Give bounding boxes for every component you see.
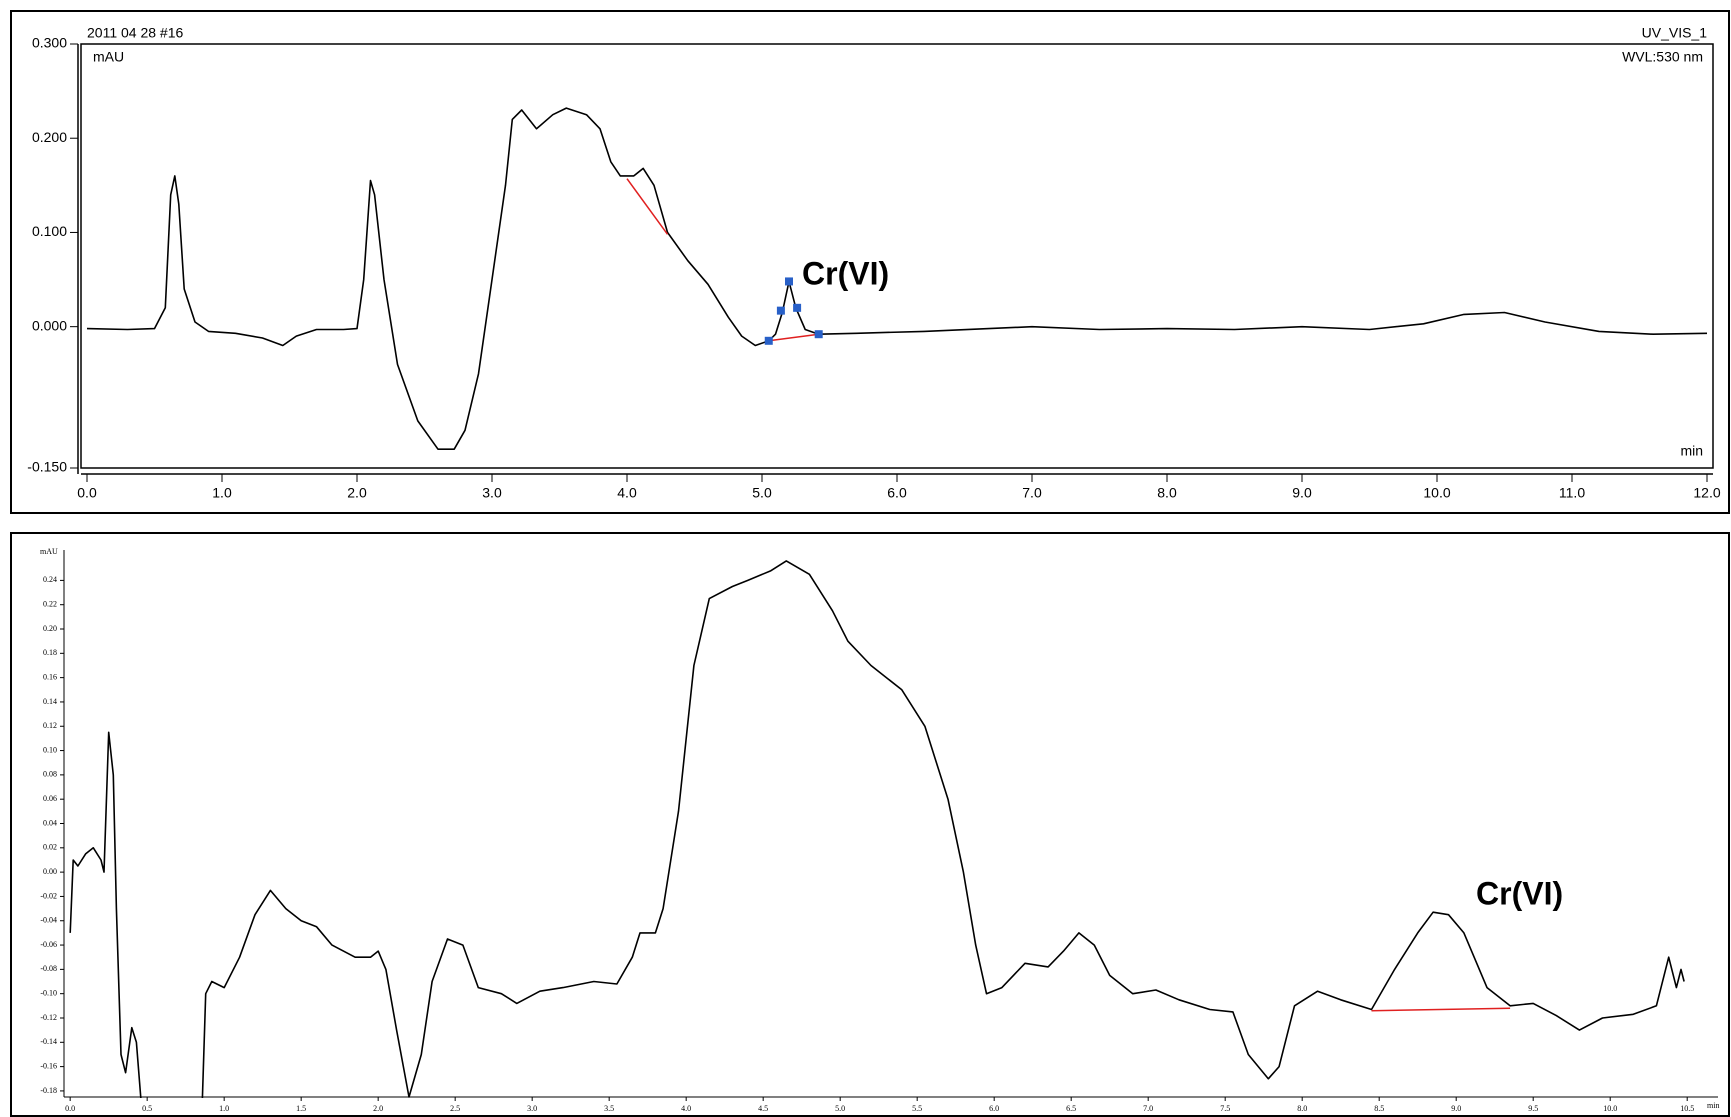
- x-tick-label: 5.5: [912, 1104, 922, 1113]
- y-tick-label: 0.04: [43, 818, 57, 827]
- panel-frame: [10, 10, 1730, 514]
- x-tick-label: 4.5: [758, 1104, 768, 1113]
- peak-marker: [776, 306, 785, 315]
- x-tick-label: 7.0: [1143, 1104, 1153, 1113]
- y-tick-label: -0.02: [40, 891, 57, 900]
- x-tick-label: 5.0: [752, 485, 772, 501]
- y-tick-label: 0.02: [43, 843, 57, 852]
- peak-marker: [764, 336, 773, 345]
- x-axis-label: min: [1707, 1101, 1719, 1110]
- y-tick-label: 0.300: [32, 35, 67, 51]
- x-tick-label: 4.0: [617, 485, 637, 501]
- x-tick-label: 3.0: [527, 1104, 537, 1113]
- y-tick-label: 0.000: [32, 317, 67, 333]
- x-tick-label: 2.5: [450, 1104, 460, 1113]
- x-tick-label: 9.0: [1451, 1104, 1461, 1113]
- x-axis-label: min: [1680, 443, 1703, 459]
- x-tick-label: 8.0: [1297, 1104, 1307, 1113]
- y-axis-label: mAU: [40, 547, 58, 556]
- x-tick-label: 2.0: [373, 1104, 383, 1113]
- y-tick-label: 0.200: [32, 129, 67, 145]
- x-tick-label: 10.5: [1680, 1104, 1694, 1113]
- x-tick-label: 9.5: [1528, 1104, 1538, 1113]
- wavelength-label: WVL:530 nm: [1622, 49, 1703, 65]
- x-tick-label: 10.0: [1423, 485, 1450, 501]
- x-tick-label: 5.0: [835, 1104, 845, 1113]
- x-tick-label: 7.0: [1022, 485, 1042, 501]
- x-tick-label: 1.5: [296, 1104, 306, 1113]
- x-tick-label: 12.0: [1693, 485, 1720, 501]
- x-tick-label: 6.0: [887, 485, 907, 501]
- x-tick-label: 8.0: [1157, 485, 1177, 501]
- x-tick-label: 8.5: [1374, 1104, 1384, 1113]
- y-tick-label: -0.06: [40, 940, 57, 949]
- y-tick-label: -0.08: [40, 964, 57, 973]
- peak-annotation: Cr(VI): [802, 255, 889, 291]
- y-tick-label: 0.24: [43, 575, 57, 584]
- trace: [87, 107, 1707, 450]
- x-tick-label: 3.0: [482, 485, 502, 501]
- y-tick-label: -0.10: [40, 989, 57, 998]
- peak-marker: [814, 330, 823, 339]
- y-tick-label: 0.08: [43, 770, 57, 779]
- y-axis-label: mAU: [93, 49, 124, 65]
- peak-marker: [785, 277, 793, 286]
- x-tick-label: 0.0: [65, 1104, 75, 1113]
- plot-area: [69, 560, 1685, 1098]
- x-tick-label: 0.0: [77, 485, 97, 501]
- trace: [69, 560, 1685, 1098]
- plot-area: [87, 107, 1707, 450]
- plot-frame: [80, 43, 1714, 469]
- peak-marker: [793, 303, 802, 312]
- y-tick-label: -0.12: [40, 1013, 57, 1022]
- y-tick-label: -0.150: [27, 459, 67, 475]
- y-tick-label: -0.14: [40, 1037, 57, 1046]
- y-tick-label: 0.22: [43, 600, 57, 609]
- y-tick-label: 0.20: [43, 624, 57, 633]
- integration-baseline: [768, 333, 819, 342]
- y-tick-label: 0.100: [32, 223, 67, 239]
- channel-label: UV_VIS_1: [1642, 25, 1708, 41]
- y-tick-label: 0.16: [43, 672, 57, 681]
- x-tick-label: 3.5: [604, 1104, 614, 1113]
- y-tick-label: 0.14: [43, 697, 57, 706]
- integration-baseline: [626, 178, 669, 235]
- x-tick-label: 10.0: [1603, 1104, 1617, 1113]
- integration-baseline: [1371, 1007, 1511, 1012]
- y-tick-label: 0.18: [43, 648, 57, 657]
- y-tick-label: 0.06: [43, 794, 57, 803]
- x-tick-label: 6.0: [989, 1104, 999, 1113]
- panel-frame: [10, 532, 1730, 1117]
- x-tick-label: 2.0: [347, 485, 367, 501]
- x-tick-label: 9.0: [1292, 485, 1312, 501]
- x-tick-label: 0.5: [142, 1104, 152, 1113]
- x-tick-label: 7.5: [1220, 1104, 1230, 1113]
- x-tick-label: 1.0: [219, 1104, 229, 1113]
- x-tick-label: 6.5: [1066, 1104, 1076, 1113]
- y-tick-label: 0.10: [43, 745, 57, 754]
- peak-annotation: Cr(VI): [1476, 875, 1563, 911]
- x-tick-label: 1.0: [212, 485, 232, 501]
- y-tick-label: -0.16: [40, 1061, 57, 1070]
- y-tick-label: -0.04: [40, 916, 57, 925]
- x-tick-label: 11.0: [1559, 485, 1585, 501]
- y-tick-label: 0.00: [43, 867, 57, 876]
- chart-title: 2011 04 28 #16: [87, 25, 183, 41]
- x-tick-label: 4.0: [681, 1104, 691, 1113]
- y-tick-label: -0.18: [40, 1086, 57, 1095]
- y-tick-label: 0.12: [43, 721, 57, 730]
